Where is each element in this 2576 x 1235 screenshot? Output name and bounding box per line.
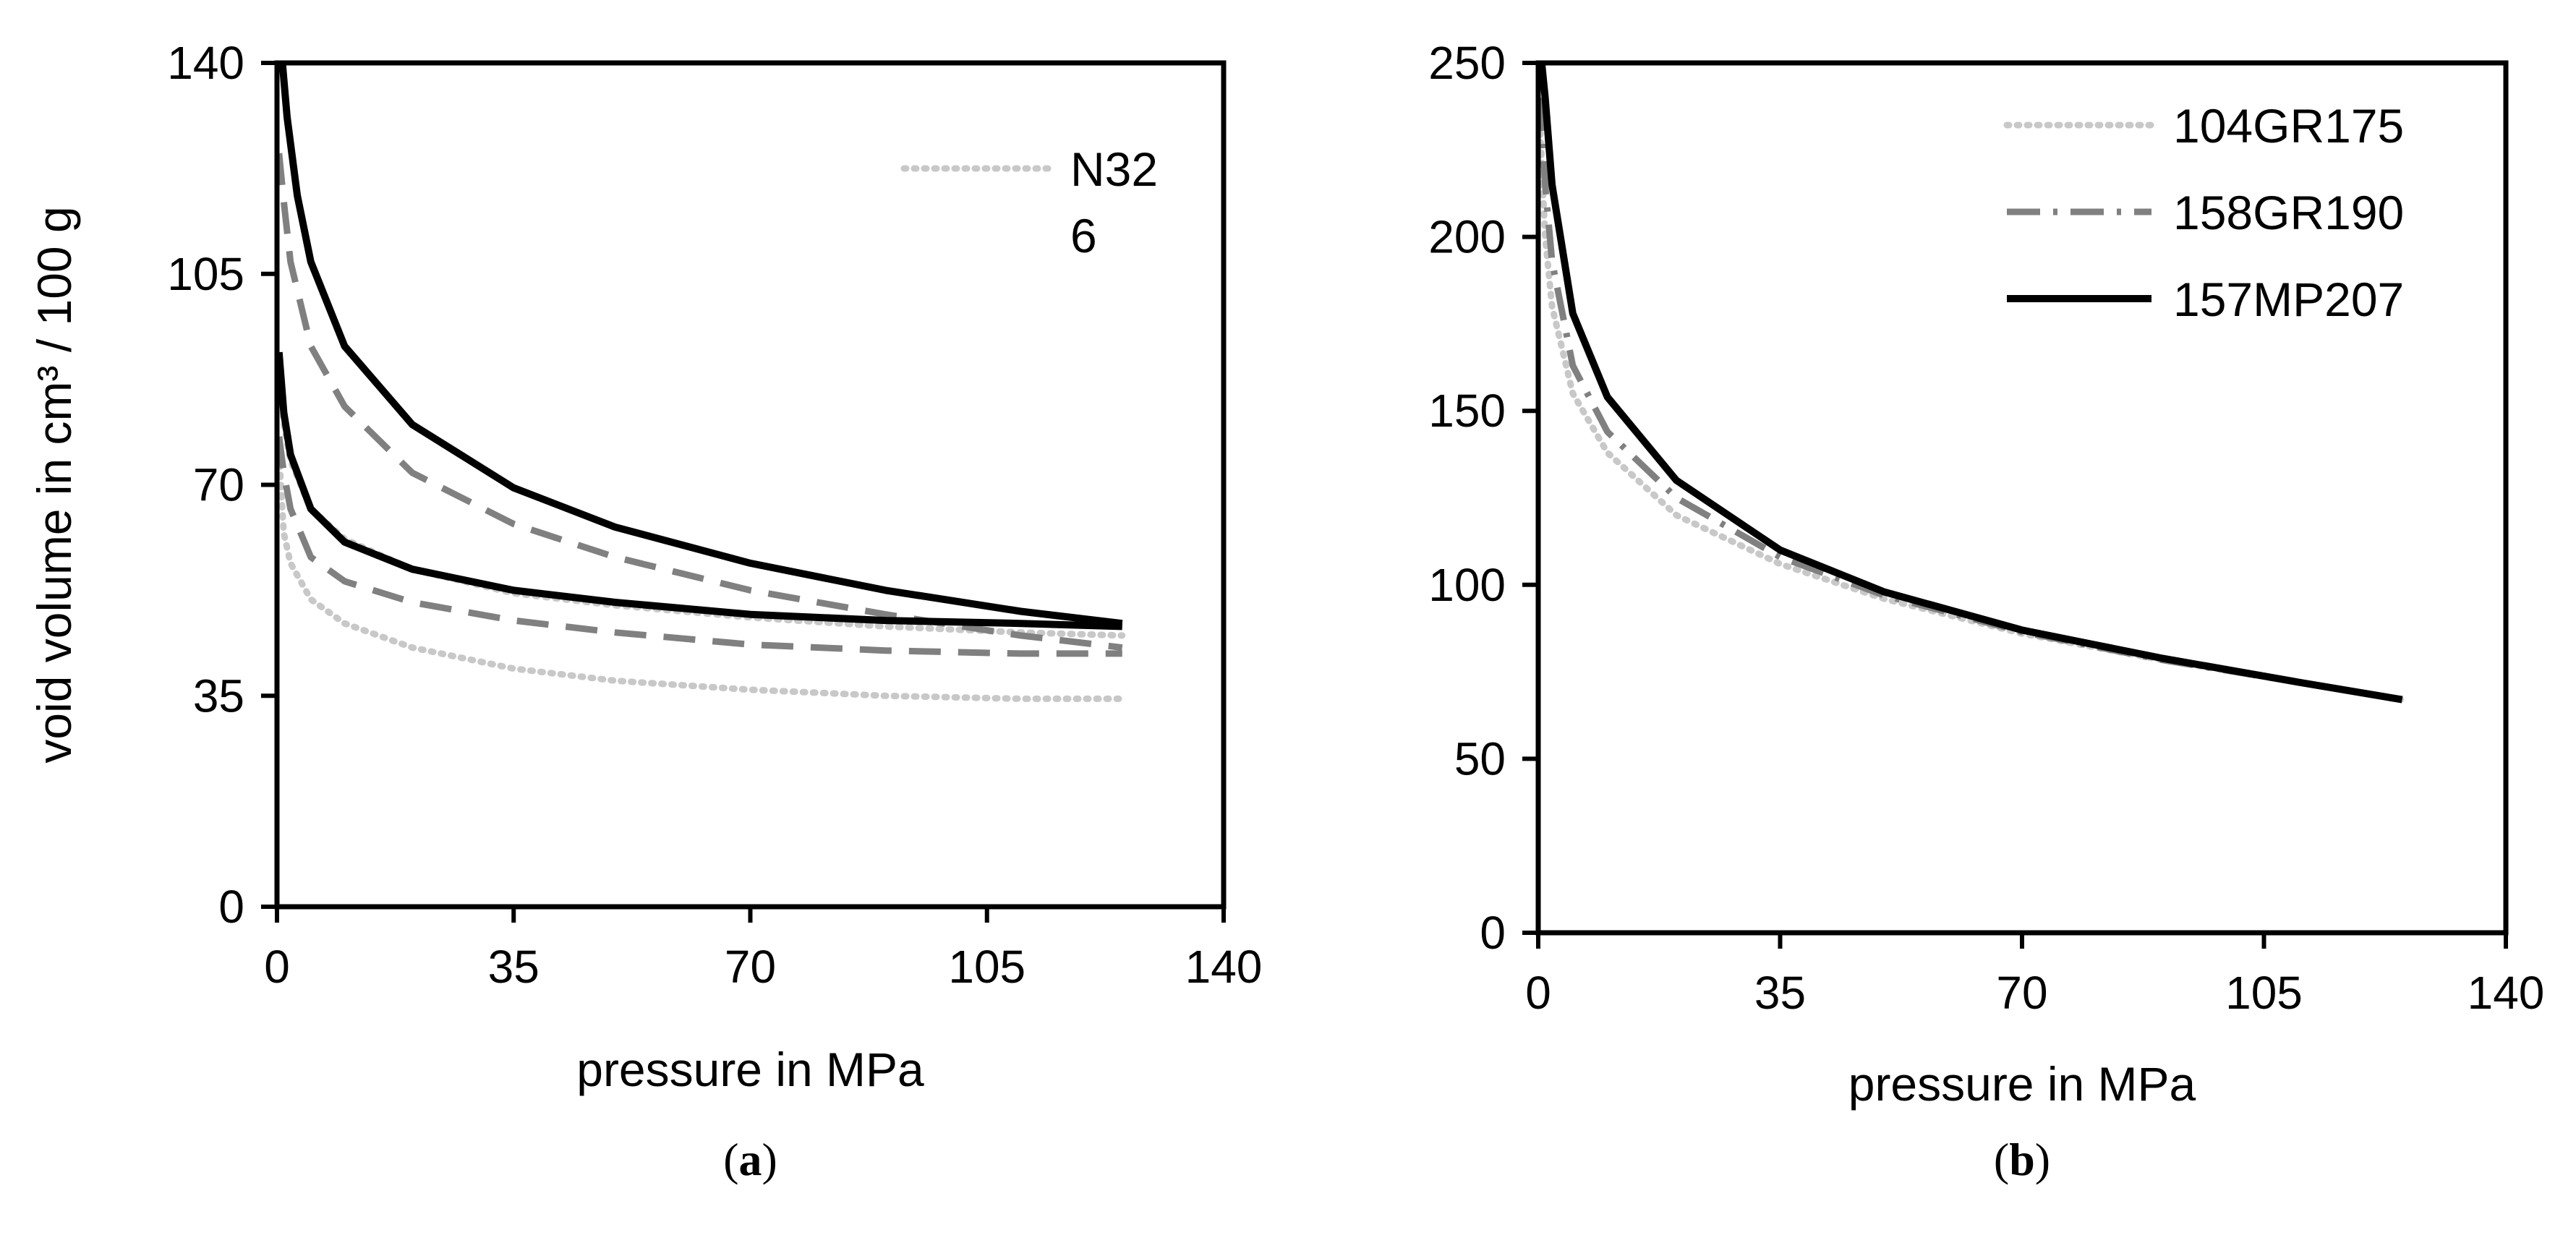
y-tick-label: 150	[1428, 385, 1506, 437]
y-tick-label: 200	[1428, 211, 1506, 263]
y-tick-label: 0	[218, 881, 244, 933]
x-axis-title: pressure in MPa	[1848, 1057, 2196, 1111]
series-line-4	[276, 153, 1123, 651]
series-line-5	[275, 351, 1122, 631]
panel-label: (a)	[723, 1134, 777, 1185]
series-line-3	[276, 436, 1122, 657]
series-line-2	[276, 361, 1126, 639]
series-line-6	[278, 62, 1123, 628]
x-tick-label: 140	[2468, 967, 2545, 1019]
x-tick-label: 0	[1525, 967, 1551, 1019]
chart-panel-a: 0 35 70 105 140 0 35 70 105 140 pressure in MPa voi…	[27, 37, 1262, 1185]
y-tick-label: 70	[193, 459, 244, 511]
y-tick-label: 0	[1480, 907, 1506, 959]
y-tick-label: 50	[1454, 732, 1506, 785]
x-tick-label: 70	[1996, 967, 2047, 1019]
x-tick-label: 70	[725, 941, 776, 993]
y-tick-label: 250	[1428, 37, 1506, 89]
chart-panel-b: 0 35 70 105 140 0 50 100 150 200 250 pressure in MP…	[1428, 37, 2544, 1185]
x-axis-title: pressure in MPa	[576, 1043, 924, 1096]
x-tick-label: 105	[2225, 967, 2303, 1019]
x-tick-label: 35	[1754, 967, 1806, 1019]
x-tick-label: 0	[264, 941, 290, 993]
legend-label: 6	[1070, 209, 1097, 262]
x-tick-label: 35	[488, 941, 539, 993]
legend-label: 104GR175	[2173, 99, 2404, 153]
legend-label: 158GR190	[2173, 186, 2404, 239]
legend-label: 157MP207	[2173, 273, 2404, 326]
y-axis-title: void volume in cm³ / 100 g	[27, 206, 81, 763]
series-line-1	[276, 451, 1126, 702]
y-tick-label: 100	[1428, 559, 1506, 611]
x-tick-label: 140	[1185, 941, 1263, 993]
y-tick-label: 105	[167, 248, 244, 300]
series-line-157mp207	[1538, 62, 2403, 704]
y-tick-label: 35	[193, 670, 244, 722]
y-tick-label: 140	[167, 37, 244, 89]
panel-label: (b)	[1994, 1134, 2050, 1185]
x-tick-label: 105	[948, 941, 1025, 993]
legend-label: N32	[1070, 142, 1158, 196]
